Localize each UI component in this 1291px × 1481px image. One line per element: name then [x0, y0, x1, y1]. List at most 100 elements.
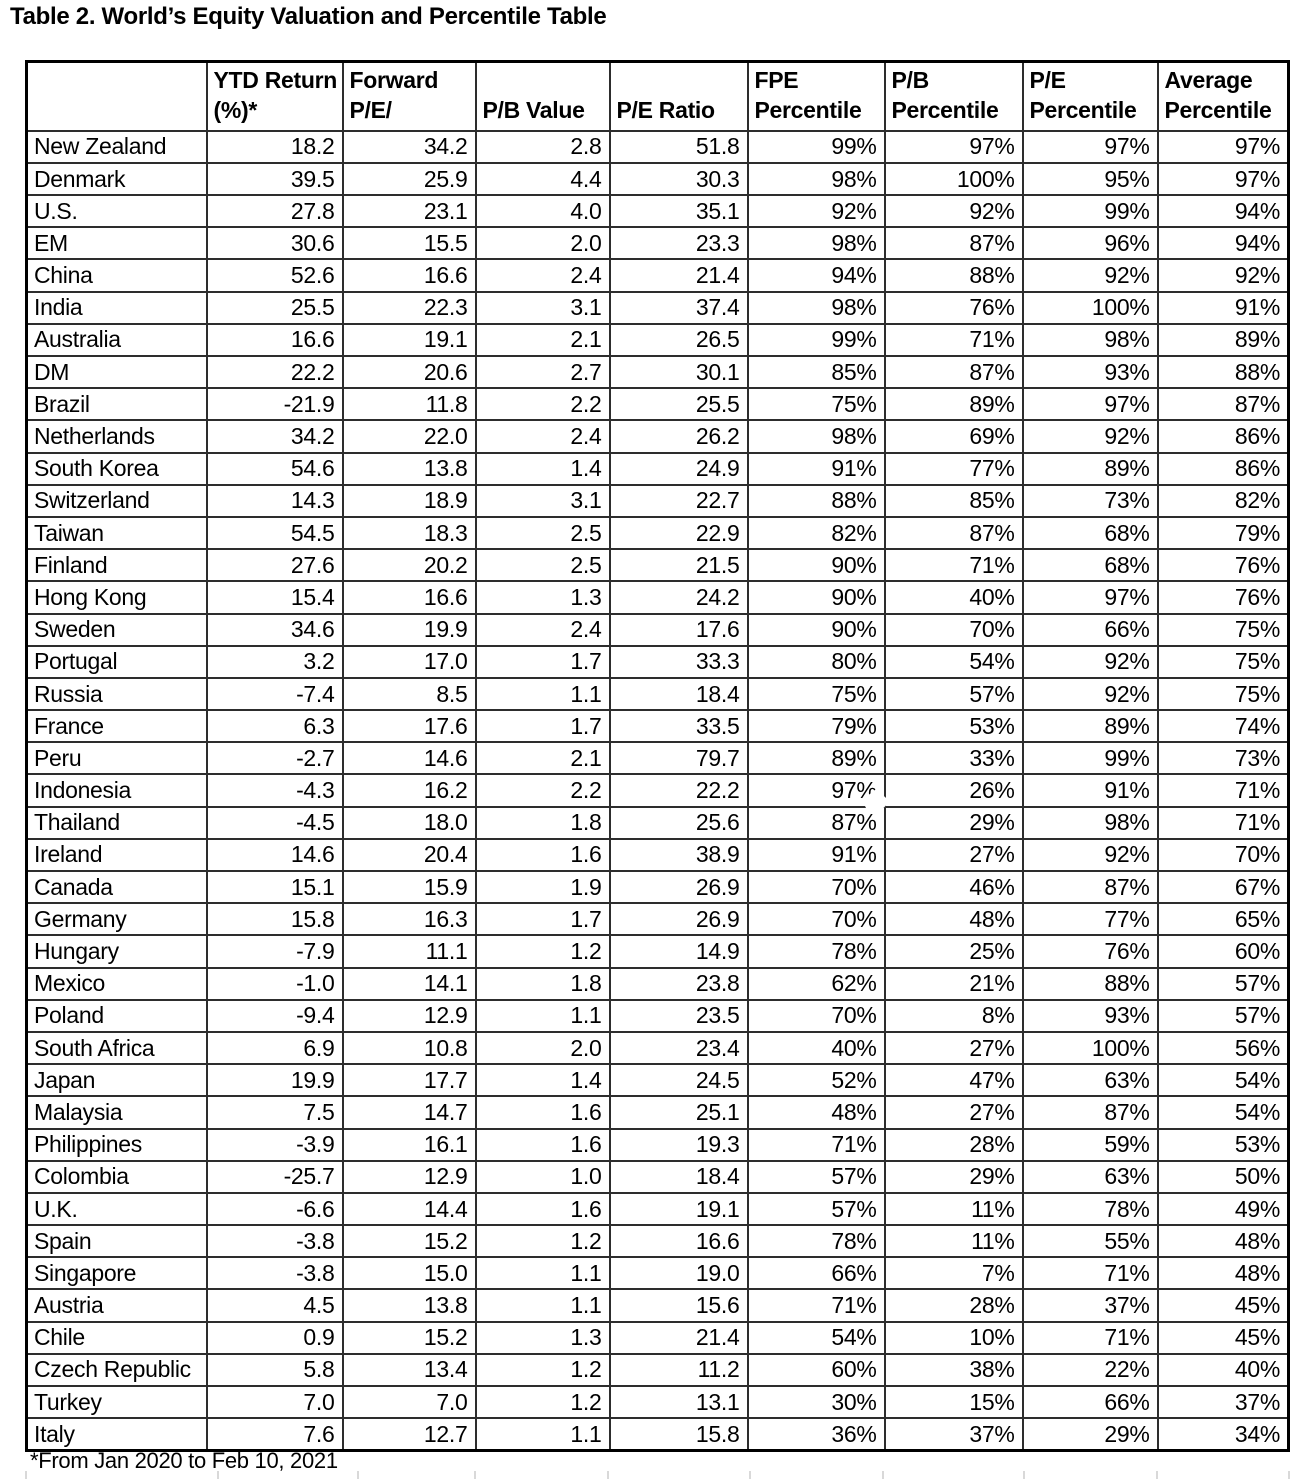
cell-fpe-percentile: 98% [746, 226, 886, 261]
cell-ytd-return: -7.9 [205, 934, 344, 969]
header-pb-percentile: P/B Percentile [883, 60, 1024, 132]
cell-pb-percentile: 69% [883, 419, 1024, 454]
cell-fpe-percentile: 90% [746, 548, 886, 583]
cell-fpe-percentile: 60% [746, 1352, 886, 1388]
cell-country: Chile [25, 1320, 208, 1355]
table-row: Malaysia 7.5 14.7 1.6 25.1 48% 27% 87% 54% [25, 1095, 1290, 1130]
header-average-percentile: Average Percentile [1156, 60, 1290, 132]
cell-pb-percentile: 10% [883, 1320, 1024, 1355]
cell-country: Poland [25, 998, 208, 1033]
cell-forward-pe: 13.4 [341, 1352, 477, 1388]
cell-pe-percentile: 93% [1021, 998, 1159, 1033]
cell-ytd-return: 6.3 [205, 709, 344, 744]
cell-ytd-return: 15.1 [205, 870, 344, 905]
cell-average-percentile: 48% [1156, 1224, 1290, 1259]
cell-forward-pe: 14.7 [341, 1095, 477, 1130]
cell-fpe-percentile: 71% [746, 1127, 886, 1162]
cell-pe-ratio: 24.2 [608, 580, 749, 615]
cell-forward-pe: 23.1 [341, 194, 477, 229]
cell-ytd-return: 4.5 [205, 1288, 344, 1323]
cell-ytd-return: 15.8 [205, 902, 344, 937]
cell-pb-value: 1.1 [474, 998, 611, 1033]
cell-pb-value: 1.7 [474, 902, 611, 937]
cell-country: Germany [25, 902, 208, 937]
cell-pb-percentile: 26% [883, 773, 1024, 808]
cell-pe-ratio: 26.5 [608, 322, 749, 358]
cell-average-percentile: 67% [1156, 870, 1290, 905]
cell-pe-ratio: 22.7 [608, 483, 749, 518]
cell-ytd-return: 18.2 [205, 129, 344, 164]
cell-average-percentile: 54% [1156, 1095, 1290, 1130]
cell-pe-percentile: 98% [1021, 805, 1159, 840]
gridline-tick [25, 1471, 27, 1479]
cell-fpe-percentile: 91% [746, 837, 886, 873]
cell-pe-percentile: 73% [1021, 483, 1159, 518]
page-title: Table 2. World’s Equity Valuation and Pe… [10, 3, 607, 30]
cell-ytd-return: 14.3 [205, 483, 344, 518]
cell-ytd-return: 14.6 [205, 837, 344, 873]
table-row: Philippines -3.9 16.1 1.6 19.3 71% 28% 59% 53% [25, 1127, 1290, 1162]
cell-average-percentile: 57% [1156, 998, 1290, 1033]
cell-ytd-return: 7.5 [205, 1095, 344, 1130]
cell-pb-value: 2.7 [474, 355, 611, 390]
cell-pe-ratio: 24.9 [608, 451, 749, 486]
cell-forward-pe: 14.1 [341, 966, 477, 1001]
table-row: Hungary -7.9 11.1 1.2 14.9 78% 25% 76% 60% [25, 934, 1290, 969]
cell-forward-pe: 22.3 [341, 290, 477, 325]
cell-average-percentile: 88% [1156, 355, 1290, 390]
cell-average-percentile: 53% [1156, 1127, 1290, 1162]
cell-average-percentile: 89% [1156, 322, 1290, 358]
cell-pb-value: 4.4 [474, 161, 611, 197]
cell-pe-percentile: 100% [1021, 1030, 1159, 1066]
cell-pb-percentile: 71% [883, 322, 1024, 358]
cell-pe-percentile: 92% [1021, 258, 1159, 293]
cell-pe-percentile: 29% [1021, 1417, 1159, 1452]
cell-pe-ratio: 23.3 [608, 226, 749, 261]
cell-fpe-percentile: 57% [746, 1191, 886, 1227]
cell-country: Netherlands [25, 419, 208, 454]
cell-average-percentile: 71% [1156, 805, 1290, 840]
cell-pe-ratio: 26.9 [608, 902, 749, 937]
cell-ytd-return: 6.9 [205, 1030, 344, 1066]
header-pb-value: P/B Value [474, 60, 611, 132]
gridline-tick [1156, 1471, 1158, 1479]
table-row: Mexico -1.0 14.1 1.8 23.8 62% 21% 88% 57% [25, 966, 1290, 1001]
cell-average-percentile: 75% [1156, 676, 1290, 712]
cell-pb-value: 1.8 [474, 805, 611, 840]
cell-average-percentile: 94% [1156, 194, 1290, 229]
cell-pb-value: 1.1 [474, 676, 611, 712]
cell-country: Russia [25, 676, 208, 712]
cell-fpe-percentile: 70% [746, 998, 886, 1033]
cell-forward-pe: 12.9 [341, 998, 477, 1033]
cell-pb-value: 2.5 [474, 515, 611, 551]
cell-ytd-return: 15.4 [205, 580, 344, 615]
cell-pb-value: 1.7 [474, 709, 611, 744]
cell-pb-value: 2.2 [474, 773, 611, 808]
cell-fpe-percentile: 98% [746, 419, 886, 454]
cell-ytd-return: 7.0 [205, 1385, 344, 1420]
cell-country: France [25, 709, 208, 744]
cell-pe-ratio: 24.5 [608, 1063, 749, 1098]
cell-pb-value: 1.0 [474, 1159, 611, 1194]
cell-country: Turkey [25, 1385, 208, 1420]
table-row: China 52.6 16.6 2.4 21.4 94% 88% 92% 92% [25, 258, 1290, 293]
cell-country: Taiwan [25, 515, 208, 551]
cell-ytd-return: 54.6 [205, 451, 344, 486]
cell-pe-percentile: 87% [1021, 1095, 1159, 1130]
cell-average-percentile: 48% [1156, 1256, 1290, 1291]
cell-pe-percentile: 92% [1021, 419, 1159, 454]
cell-average-percentile: 37% [1156, 1385, 1290, 1420]
cell-fpe-percentile: 94% [746, 258, 886, 293]
cell-pb-value: 1.4 [474, 1063, 611, 1098]
cell-ytd-return: 16.6 [205, 322, 344, 358]
cell-pb-value: 1.1 [474, 1256, 611, 1291]
cell-forward-pe: 16.2 [341, 773, 477, 808]
cell-fpe-percentile: 75% [746, 387, 886, 422]
cell-average-percentile: 54% [1156, 1063, 1290, 1098]
cell-country: Italy [25, 1417, 208, 1452]
cell-fpe-percentile: 70% [746, 902, 886, 937]
cell-pe-ratio: 22.9 [608, 515, 749, 551]
cell-forward-pe: 7.0 [341, 1385, 477, 1420]
table-row: Peru -2.7 14.6 2.1 79.7 89% 33% 99% 73% [25, 741, 1290, 776]
cell-pb-percentile: 7% [883, 1256, 1024, 1291]
